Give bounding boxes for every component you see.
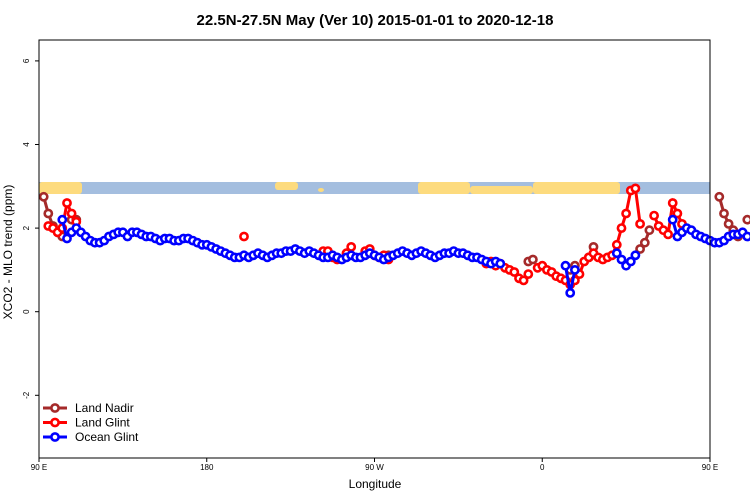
map-land-patch xyxy=(470,186,533,194)
data-point xyxy=(644,225,655,236)
x-tick-label: 180 xyxy=(200,463,214,472)
map-land-patch xyxy=(418,182,470,194)
y-tick-label: 4 xyxy=(22,142,31,147)
data-point xyxy=(742,214,750,225)
y-tick-label: 0 xyxy=(22,309,31,314)
data-point xyxy=(611,239,622,250)
chart-title: 22.5N-27.5N May (Ver 10) 2015-01-01 to 2… xyxy=(197,12,554,29)
data-point xyxy=(43,208,54,219)
series-ocean-glint xyxy=(57,214,750,298)
map-land-patch xyxy=(275,182,298,190)
data-point xyxy=(672,208,683,219)
data-point xyxy=(66,208,77,219)
legend-item: Land Nadir xyxy=(43,401,134,415)
data-point xyxy=(667,214,678,225)
data-point xyxy=(625,256,636,267)
x-tick-label: 0 xyxy=(540,463,545,472)
x-tick-label: 90 W xyxy=(365,463,384,472)
map-land-patch xyxy=(318,188,324,192)
data-point xyxy=(528,254,538,265)
axis-ticks: 90 E 180 90 W 0 90 E -2 0 2 4 6 xyxy=(22,58,718,472)
data-point xyxy=(570,264,580,275)
data-point xyxy=(616,223,627,233)
series-land-nadir xyxy=(38,191,750,275)
legend-item: Ocean Glint xyxy=(43,430,139,444)
legend-label: Land Glint xyxy=(75,416,130,430)
data-point xyxy=(560,260,571,271)
x-axis-label: Longitude xyxy=(349,477,402,491)
data-point xyxy=(649,210,659,221)
map-land-patch xyxy=(39,182,82,194)
legend-swatch-marker xyxy=(50,403,60,413)
data-point xyxy=(239,231,249,242)
y-tick-label: 2 xyxy=(22,225,31,230)
legend-label: Land Nadir xyxy=(75,401,134,415)
legend-swatch-marker xyxy=(50,432,60,442)
data-point xyxy=(616,254,627,265)
data-point xyxy=(565,287,576,298)
data-point xyxy=(714,191,725,202)
y-tick-label: -2 xyxy=(22,391,31,399)
data-point xyxy=(635,218,645,229)
data-point xyxy=(635,244,645,254)
map-land-patch xyxy=(533,182,620,194)
data-point xyxy=(630,250,641,261)
data-point xyxy=(719,208,729,219)
land-sea-mask-strip xyxy=(39,182,710,194)
legend-label: Ocean Glint xyxy=(75,430,139,444)
data-point xyxy=(611,248,622,259)
data-point xyxy=(667,198,678,208)
series-layer xyxy=(38,183,750,298)
data-point xyxy=(621,208,631,219)
data-point xyxy=(62,198,72,208)
legend-item: Land Glint xyxy=(43,416,130,430)
x-tick-label: 90 E xyxy=(702,463,718,472)
data-point xyxy=(630,183,641,194)
y-axis-label: XCO2 - MLO trend (ppm) xyxy=(1,185,15,320)
data-point xyxy=(62,233,72,244)
data-point xyxy=(723,218,734,229)
y-tick-label: 6 xyxy=(22,58,31,63)
data-point xyxy=(518,275,529,286)
data-point xyxy=(639,237,650,248)
data-point xyxy=(57,214,68,225)
legend-swatch-marker xyxy=(50,417,60,428)
data-point xyxy=(495,258,506,269)
data-point xyxy=(346,241,357,252)
data-point xyxy=(38,191,49,202)
data-point xyxy=(663,229,673,240)
data-point xyxy=(523,269,534,279)
data-point xyxy=(742,231,750,242)
x-tick-label: 90 E xyxy=(31,463,47,472)
data-point xyxy=(509,267,520,277)
